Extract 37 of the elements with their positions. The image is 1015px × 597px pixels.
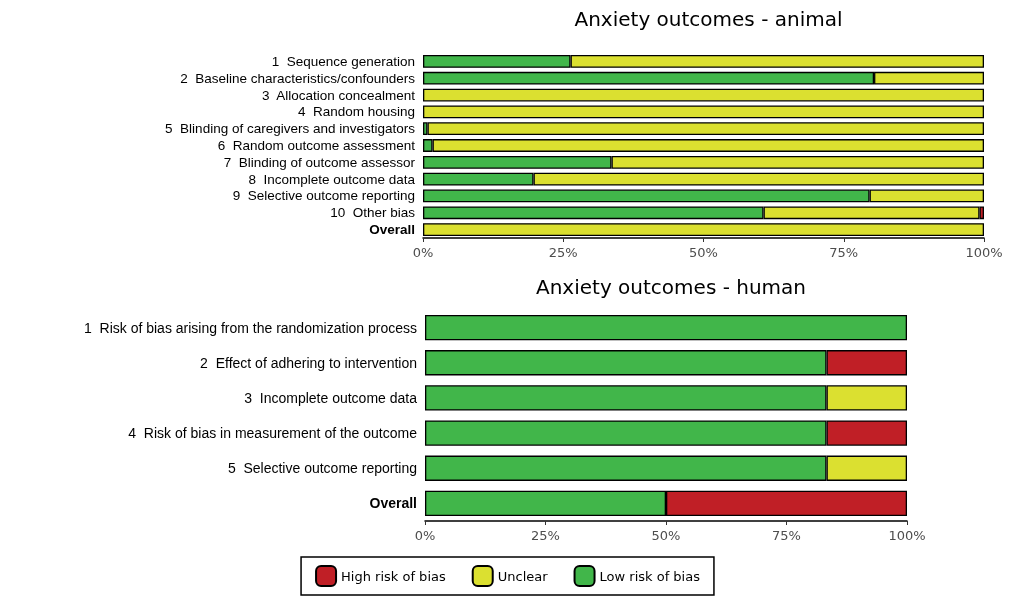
y-tick-label: 4 Risk of bias in measurement of the outcome [128,425,418,442]
y-tick-label: 1 Sequence generation [271,53,415,69]
x-tick-label: 25% [548,245,578,260]
bar [423,223,984,236]
x-tick-label: 100% [965,245,1003,260]
y-tick-label: 5 Selective outcome reporting [227,460,417,477]
x-tick-label: 0% [412,245,434,260]
bar [425,314,907,341]
legend-label: Low risk of bias [599,568,701,584]
y-tick-label: 6 Random outcome assessment [217,138,416,153]
y-tick-label: 5 Blinding of caregivers and investigators [165,121,416,137]
legend-label: High risk of bias [341,568,446,584]
y-tick-label: Overall [369,222,415,238]
x-tick-label: 50% [651,528,681,543]
x-tick-label: 75% [772,528,801,543]
y-tick-label: 2 Baseline characteristics/confounders [180,70,416,86]
y-tick-label: 1 Risk of bias arising from the randomization process [83,319,417,336]
y-tick-label: 8 Incomplete outcome data [248,171,416,187]
x-tick-label: 0% [414,528,436,543]
x-tick-label: 50% [689,245,718,260]
y-tick-label: 3 Allocation concealment [261,87,416,103]
bar [423,105,984,119]
y-tick-label: 2 Effect of adhering to intervention [200,354,417,371]
y-tick-label: 3 Incomplete outcome data [244,389,418,406]
chart-title: Anxiety outcomes - animal [574,7,843,31]
x-tick-label: 100% [888,528,926,543]
x-tick-label: 25% [531,528,560,543]
y-tick-label: 7 Blinding of outcome assessor [223,154,416,170]
bar [427,122,984,136]
y-tick-label: 4 Random housing [297,104,415,120]
legend-label: Unclear [497,568,549,584]
y-tick-label: 10 Other bias [330,205,416,221]
y-tick-label: Overall [369,495,417,512]
x-tick-label: 75% [829,245,859,260]
bar [423,88,984,102]
y-tick-label: 9 Selective outcome reporting [232,188,415,204]
chart-title: Anxiety outcomes - human [536,275,806,299]
